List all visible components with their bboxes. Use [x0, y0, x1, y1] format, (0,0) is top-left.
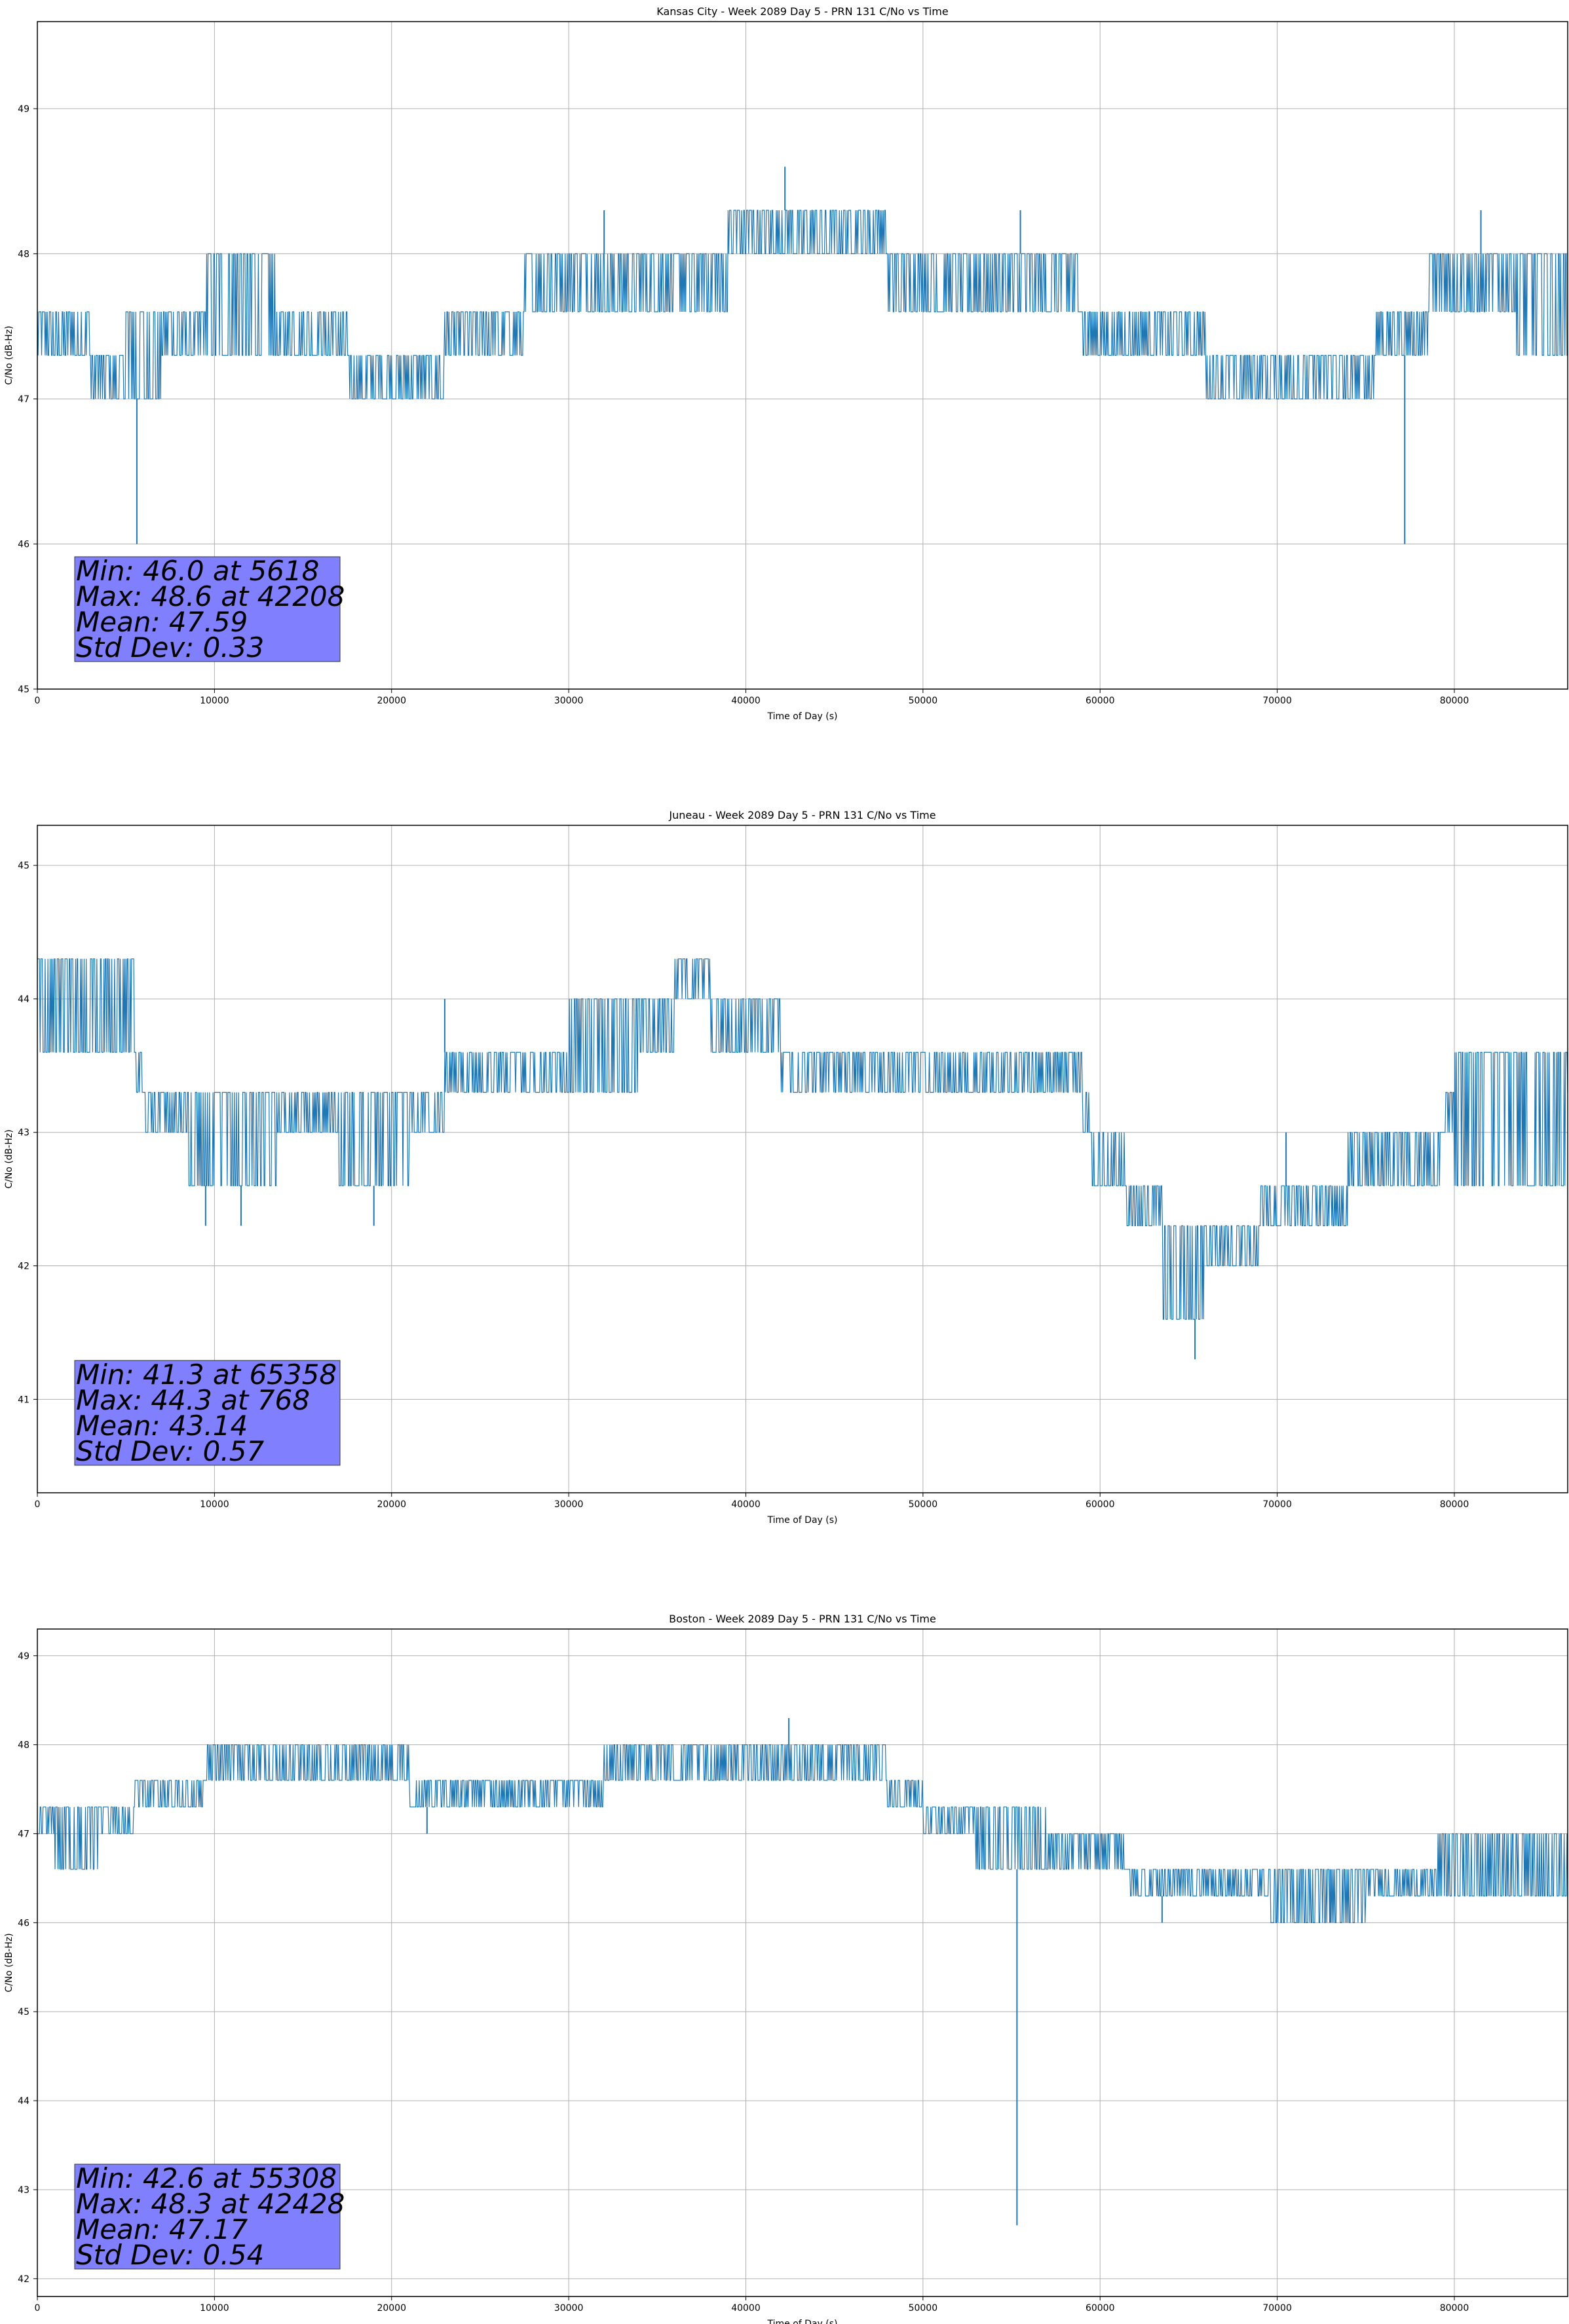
chart-title: Boston - Week 2089 Day 5 - PRN 131 C/No …: [669, 1613, 936, 1625]
stats-box: [74, 2164, 341, 2270]
x-tick-label: 70000: [1262, 696, 1292, 706]
axes-frame: [37, 825, 1568, 1493]
x-tick-label: 0: [35, 2303, 41, 2314]
x-tick-label: 40000: [731, 2303, 761, 2314]
chart-title: Kansas City - Week 2089 Day 5 - PRN 131 …: [656, 5, 948, 18]
stats-line: Std Dev: 0.57: [76, 1435, 264, 1467]
y-axis-label: C/No (dB-Hz): [4, 1933, 14, 1992]
y-tick-label: 43: [18, 2185, 29, 2196]
x-tick-label: 50000: [909, 696, 938, 706]
x-tick-label: 40000: [731, 696, 761, 706]
x-tick-label: 60000: [1086, 696, 1115, 706]
stats-line: Max: 44.3 at 768: [76, 1384, 310, 1416]
x-tick-label: 0: [35, 696, 41, 706]
stats-line: Max: 48.6 at 42208: [76, 580, 345, 612]
x-tick-label: 50000: [909, 2303, 938, 2314]
y-tick-label: 45: [18, 684, 29, 695]
stats-line: Max: 48.3 at 42428: [76, 2188, 345, 2220]
x-tick-label: 0: [35, 1499, 41, 1510]
x-tick-label: 20000: [377, 696, 406, 706]
stats-line: Mean: 47.59: [76, 606, 248, 638]
x-tick-label: 30000: [554, 696, 584, 706]
x-axis-label: Time of Day (s): [767, 2319, 838, 2324]
stats-line: Mean: 43.14: [76, 1410, 248, 1442]
stats-line: Mean: 47.17: [76, 2213, 248, 2245]
series-line: [37, 1744, 1568, 1923]
chart-panel-0: 0 10000 20000 30000 40000 50000 60000 70000 8000…: [4, 5, 1568, 722]
y-tick-label: 48: [18, 1740, 29, 1751]
x-tick-label: 60000: [1086, 2303, 1115, 2314]
y-tick-label: 49: [18, 1651, 29, 1662]
x-tick-label: 10000: [200, 1499, 229, 1510]
chart-panel-2: 0 10000 20000 30000 40000 50000 60000 70000 8000…: [4, 1613, 1568, 2324]
chart-panel-1: 0 10000 20000 30000 40000 50000 60000 70000 8000…: [4, 809, 1568, 1526]
x-tick-label: 80000: [1440, 696, 1469, 706]
x-tick-label: 20000: [377, 1499, 406, 1510]
stats-line: Min: 42.6 at 55308: [76, 2162, 337, 2194]
y-tick-label: 41: [18, 1395, 29, 1405]
x-tick-label: 30000: [554, 1499, 584, 1510]
y-tick-label: 44: [18, 2096, 29, 2107]
y-tick-label: 46: [18, 539, 29, 550]
stats-box: [74, 556, 341, 662]
series-line: [37, 210, 1568, 400]
axes-frame: [37, 21, 1568, 690]
stats-line: Min: 41.3 at 65358: [76, 1359, 337, 1391]
x-tick-label: 40000: [731, 1499, 761, 1510]
y-tick-label: 47: [18, 1829, 29, 1839]
chart-title: Juneau - Week 2089 Day 5 - PRN 131 C/No …: [668, 809, 936, 821]
y-tick-label: 46: [18, 1918, 29, 1928]
y-tick-label: 42: [18, 2274, 29, 2285]
x-tick-label: 10000: [200, 2303, 229, 2314]
x-tick-label: 50000: [909, 1499, 938, 1510]
stats-line: Std Dev: 0.33: [76, 631, 264, 664]
y-tick-label: 42: [18, 1262, 29, 1272]
y-tick-label: 48: [18, 249, 29, 259]
x-tick-label: 20000: [377, 2303, 406, 2314]
series-line: [37, 958, 1568, 1320]
y-axis-label: C/No (dB-Hz): [4, 326, 14, 384]
y-tick-label: 44: [18, 994, 29, 1005]
y-tick-label: 43: [18, 1128, 29, 1138]
x-tick-label: 80000: [1440, 1499, 1469, 1510]
axes-frame: [37, 1628, 1568, 2297]
stats-line: Std Dev: 0.54: [76, 2239, 264, 2271]
x-tick-label: 80000: [1440, 2303, 1469, 2314]
x-tick-label: 30000: [554, 2303, 584, 2314]
x-tick-label: 70000: [1262, 1499, 1292, 1510]
y-tick-label: 45: [18, 2007, 29, 2017]
y-axis-label: C/No (dB-Hz): [4, 1129, 14, 1188]
x-tick-label: 70000: [1262, 2303, 1292, 2314]
y-tick-label: 45: [18, 861, 29, 871]
x-axis-label: Time of Day (s): [767, 1515, 838, 1526]
x-tick-label: 60000: [1086, 1499, 1115, 1510]
x-axis-label: Time of Day (s): [767, 711, 838, 722]
y-tick-label: 47: [18, 394, 29, 405]
stats-line: Min: 46.0 at 5618: [76, 555, 319, 587]
y-tick-label: 49: [18, 104, 29, 115]
x-tick-label: 10000: [200, 696, 229, 706]
stats-box: [74, 1360, 341, 1466]
